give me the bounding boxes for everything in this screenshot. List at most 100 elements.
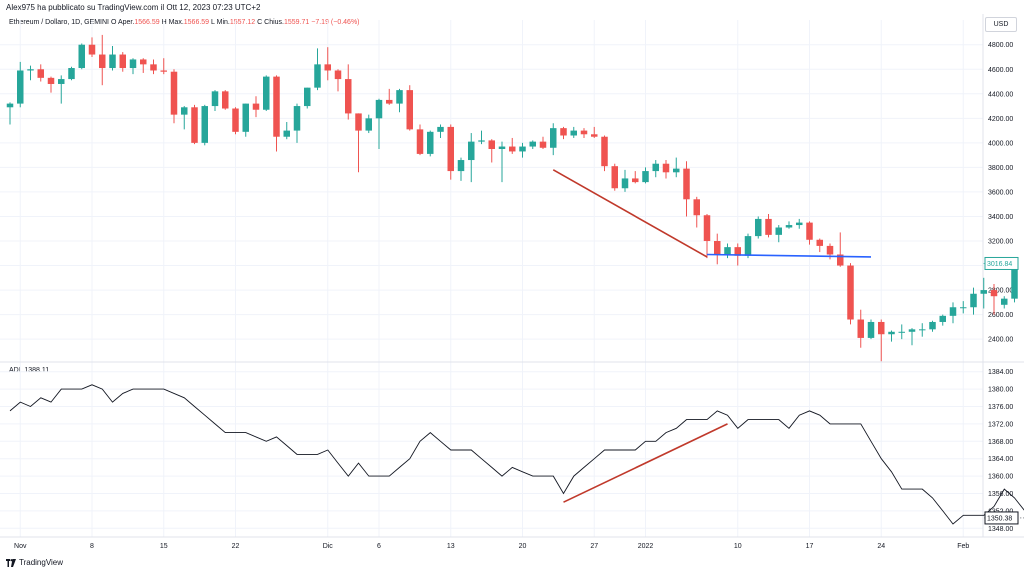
candle-body	[939, 315, 946, 322]
open-text: Aper.	[117, 19, 135, 26]
candle-body	[929, 321, 936, 330]
candle-body	[334, 70, 342, 80]
candle-body	[621, 178, 629, 189]
candle-body	[693, 199, 700, 216]
candle-body	[498, 146, 506, 149]
candle-body	[826, 245, 834, 255]
close-text: Chius.	[264, 19, 284, 26]
symbol-name: Ethereum / Dollaro, 1D, GEMINI	[9, 19, 109, 26]
time-tick-label: 8	[90, 543, 94, 550]
time-tick-label: 10	[734, 543, 742, 550]
candle-body	[888, 331, 895, 335]
candle-body	[724, 247, 731, 255]
adl-tick-label: 1368.00	[988, 439, 1013, 446]
candle-body	[447, 126, 454, 172]
candle-body	[765, 218, 772, 235]
candle-body	[632, 178, 639, 183]
time-tick-label: Nov	[14, 543, 27, 550]
adl-tick-label: 1364.00	[988, 456, 1013, 463]
price-tick-label: 4800.00	[988, 42, 1013, 49]
candle-body	[222, 91, 229, 109]
adl-tick-label: 1348.00	[988, 526, 1013, 533]
candle-body	[919, 329, 926, 331]
price-tick-label: 3800.00	[988, 165, 1013, 172]
candle-body	[611, 166, 618, 189]
last-price-badge	[984, 256, 1019, 270]
time-tick-label: 15	[160, 543, 168, 550]
candle-body	[211, 91, 219, 107]
candle-body	[898, 331, 905, 333]
close-label: C	[257, 19, 263, 26]
candle-body	[457, 160, 465, 172]
time-tick-label: Dic	[323, 543, 334, 550]
high-value: 1566.59	[183, 19, 210, 26]
candle-body	[539, 141, 547, 148]
time-tick-label: 20	[519, 543, 527, 550]
footer-brand[interactable]: TradingView	[6, 558, 63, 567]
candle-body	[355, 113, 362, 131]
adl-tick-label: 1384.00	[988, 369, 1013, 376]
low-text: Min.	[216, 19, 230, 26]
adl-value: 1388.11	[24, 367, 50, 374]
candle-body	[304, 87, 311, 107]
adl-name: ADL	[9, 367, 23, 374]
candle-body	[550, 128, 557, 148]
candle-body	[314, 64, 321, 88]
price-tick-label: 2400.00	[988, 337, 1013, 344]
candle-body	[683, 168, 690, 200]
candle-body	[17, 70, 24, 104]
adl-tick-label: 1372.00	[988, 421, 1013, 428]
candle-body	[980, 290, 987, 294]
adl-tick-label: 1380.00	[988, 387, 1013, 394]
candle-body	[509, 146, 516, 152]
high-text: Max.	[168, 19, 184, 26]
candle-body	[273, 76, 280, 137]
close-value: 1559.71	[283, 19, 310, 26]
adl-tick-label: 1376.00	[988, 404, 1013, 411]
candle-body	[775, 227, 782, 235]
footer-brand-text: TradingView	[19, 558, 64, 567]
price-tick-label: 3200.00	[988, 239, 1013, 246]
candle-body	[949, 307, 957, 316]
candle-body	[68, 68, 75, 80]
candle-body	[129, 59, 137, 69]
symbol-legend: Ethereum / Dollaro, 1D, GEMINI O Aper.15…	[9, 19, 360, 26]
tradingview-logo-icon	[6, 558, 16, 567]
candle-body	[78, 44, 85, 69]
time-tick-label: Feb	[957, 543, 969, 550]
price-tick-label: 3400.00	[988, 214, 1013, 221]
candle-body	[744, 236, 752, 256]
last-price-label: 3016.84	[987, 261, 1012, 268]
candle-body	[150, 64, 157, 71]
candle-body	[591, 134, 598, 137]
candle-body	[468, 141, 475, 161]
candle-body	[170, 71, 178, 115]
adl-legend: ADL 1388.11	[9, 367, 49, 374]
candle-body	[232, 108, 239, 132]
adl-last-label: 1350.38	[987, 515, 1012, 522]
candle-body	[201, 106, 208, 143]
candle-body	[293, 106, 301, 131]
adl-series-line	[9, 384, 1024, 525]
candle-body	[847, 265, 854, 320]
candle-body	[191, 107, 198, 143]
candle-body	[140, 59, 147, 65]
candle-body	[878, 321, 885, 335]
candle-body	[88, 44, 96, 55]
open-value: 1566.59	[134, 19, 160, 26]
candle-body	[867, 321, 875, 338]
candle-body	[324, 64, 331, 71]
low-value: 1557.12	[229, 19, 256, 26]
candle-body	[160, 70, 167, 72]
candle-body	[1001, 298, 1008, 305]
time-tick-label: 2022	[638, 543, 654, 550]
candle-body	[960, 307, 967, 309]
price-trend-line	[552, 169, 708, 258]
candle-body	[529, 141, 536, 147]
price-tick-label: 2600.00	[988, 312, 1013, 319]
adl-tick-label: 1360.00	[988, 474, 1013, 481]
currency-button[interactable]: USD	[985, 17, 1017, 32]
candle-body	[365, 118, 372, 131]
candle-body	[6, 103, 14, 108]
